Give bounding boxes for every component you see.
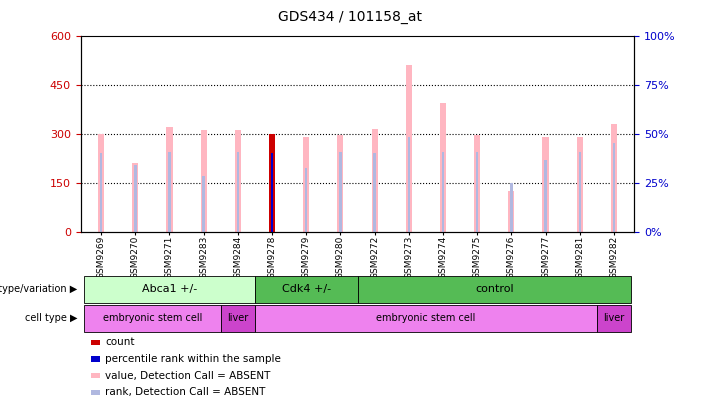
Bar	[132, 163, 138, 232]
Bar	[372, 129, 378, 232]
Bar	[339, 152, 341, 232]
Text: liver: liver	[604, 313, 625, 324]
Bar	[98, 133, 104, 232]
Bar	[611, 124, 617, 232]
Text: embryonic stem cell: embryonic stem cell	[376, 313, 475, 324]
Bar	[440, 103, 446, 232]
Bar	[337, 135, 343, 232]
Text: Abca1 +/-: Abca1 +/-	[142, 284, 197, 295]
Bar	[271, 153, 273, 232]
Bar	[271, 153, 273, 232]
Text: rank, Detection Call = ABSENT: rank, Detection Call = ABSENT	[105, 387, 266, 396]
Bar	[510, 183, 512, 232]
Text: control: control	[475, 284, 514, 295]
Bar	[543, 137, 549, 232]
Bar	[200, 130, 207, 232]
Text: Cdk4 +/-: Cdk4 +/-	[282, 284, 331, 295]
Bar	[305, 168, 308, 232]
Bar	[134, 165, 137, 232]
Bar	[100, 153, 102, 232]
Bar	[578, 152, 581, 232]
Bar	[442, 152, 444, 232]
Bar	[166, 127, 172, 232]
Bar	[269, 137, 275, 232]
Text: genotype/variation ▶: genotype/variation ▶	[0, 284, 77, 295]
Text: GDS434 / 101158_at: GDS434 / 101158_at	[278, 10, 423, 24]
Bar	[407, 137, 410, 232]
Text: liver: liver	[227, 313, 248, 324]
Bar	[303, 137, 309, 232]
Bar	[613, 143, 615, 232]
Bar	[269, 133, 275, 232]
Bar	[237, 152, 239, 232]
Bar	[508, 191, 515, 232]
Bar	[474, 135, 480, 232]
Text: cell type ▶: cell type ▶	[25, 313, 77, 324]
Bar	[203, 176, 205, 232]
Bar	[476, 152, 478, 232]
Text: percentile rank within the sample: percentile rank within the sample	[105, 354, 281, 364]
Bar	[406, 65, 412, 232]
Text: count: count	[105, 337, 135, 347]
Bar	[374, 153, 376, 232]
Bar	[235, 130, 241, 232]
Bar	[577, 137, 583, 232]
Text: embryonic stem cell: embryonic stem cell	[103, 313, 202, 324]
Text: value, Detection Call = ABSENT: value, Detection Call = ABSENT	[105, 371, 271, 381]
Bar	[545, 160, 547, 232]
Bar	[168, 152, 170, 232]
